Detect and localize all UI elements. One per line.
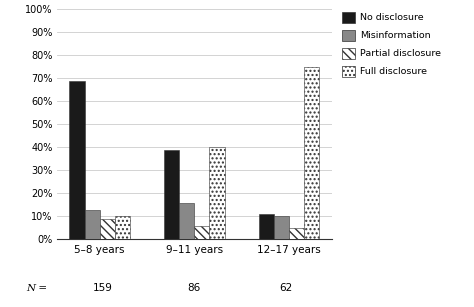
Bar: [259, 214, 274, 239]
Text: 86: 86: [188, 283, 201, 293]
Bar: [194, 226, 210, 239]
Bar: [289, 228, 304, 239]
Text: 159: 159: [93, 283, 113, 293]
Text: N =: N =: [26, 284, 47, 293]
Bar: [179, 203, 194, 239]
Bar: [210, 147, 225, 239]
Bar: [69, 81, 84, 239]
Bar: [304, 67, 319, 239]
Bar: [84, 209, 100, 239]
Bar: [115, 216, 130, 239]
Bar: [164, 150, 179, 239]
Legend: No disclosure, Misinformation, Partial disclosure, Full disclosure: No disclosure, Misinformation, Partial d…: [342, 12, 441, 76]
Bar: [274, 216, 289, 239]
Text: 62: 62: [279, 283, 292, 293]
Bar: [100, 219, 115, 239]
